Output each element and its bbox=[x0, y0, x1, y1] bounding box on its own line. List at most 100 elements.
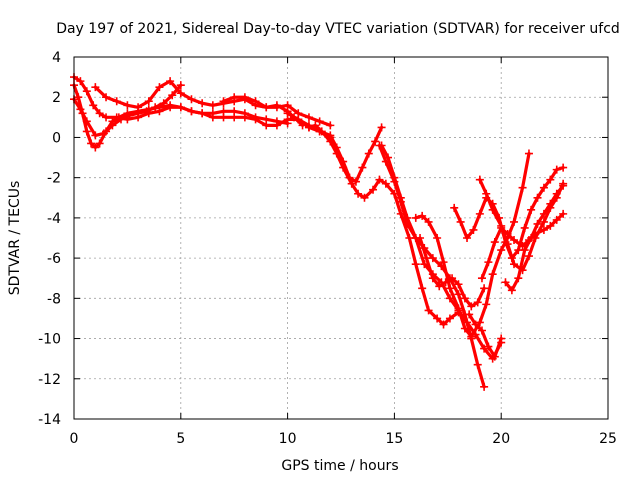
data-point-marker bbox=[539, 225, 548, 234]
data-point-marker bbox=[497, 334, 506, 343]
data-point-marker bbox=[377, 123, 386, 132]
data-point-marker bbox=[381, 179, 390, 188]
data-point-marker bbox=[510, 236, 519, 245]
data-point-marker bbox=[354, 189, 363, 198]
data-point-marker bbox=[89, 101, 98, 110]
data-point-marker bbox=[514, 274, 523, 283]
data-point-marker bbox=[272, 117, 281, 126]
data-point-marker bbox=[219, 97, 228, 106]
data-point-marker bbox=[480, 284, 489, 293]
data-point-marker bbox=[524, 252, 533, 261]
data-series-group bbox=[70, 73, 568, 391]
data-point-marker bbox=[490, 352, 499, 361]
data-point-marker bbox=[475, 175, 484, 184]
data-point-marker bbox=[448, 274, 457, 283]
data-point-marker bbox=[490, 238, 499, 247]
data-point-marker bbox=[283, 119, 292, 128]
x-tick-label: 25 bbox=[599, 431, 617, 447]
data-point-marker bbox=[347, 179, 356, 188]
data-point-marker bbox=[484, 258, 493, 267]
data-point-marker bbox=[251, 97, 260, 106]
data-point-marker bbox=[473, 298, 482, 307]
y-tick-label: 0 bbox=[52, 130, 61, 146]
data-point-marker bbox=[315, 117, 324, 126]
data-point-marker bbox=[142, 107, 151, 116]
data-point-marker bbox=[176, 103, 185, 112]
data-point-marker bbox=[304, 123, 313, 132]
data-point-marker bbox=[240, 109, 249, 118]
data-point-marker bbox=[230, 107, 239, 116]
data-point-marker bbox=[187, 95, 196, 104]
plot-frame bbox=[73, 56, 609, 420]
data-point-marker bbox=[208, 101, 217, 110]
data-point-marker bbox=[251, 113, 260, 122]
series-5 bbox=[219, 93, 335, 130]
data-point-marker bbox=[230, 93, 239, 102]
data-point-marker bbox=[439, 258, 448, 267]
data-point-marker bbox=[503, 240, 512, 249]
data-point-marker bbox=[187, 107, 196, 116]
data-point-marker bbox=[422, 254, 431, 263]
data-point-marker bbox=[433, 234, 442, 242]
x-axis-label: GPS time / hours bbox=[281, 458, 398, 474]
series-line bbox=[307, 123, 461, 327]
data-point-marker bbox=[396, 197, 405, 206]
data-point-marker bbox=[439, 320, 448, 329]
data-point-marker bbox=[559, 209, 568, 218]
data-point-marker bbox=[460, 324, 469, 333]
data-point-marker bbox=[82, 127, 91, 136]
data-point-marker bbox=[533, 193, 542, 202]
data-point-marker bbox=[364, 149, 373, 158]
data-point-marker bbox=[467, 332, 476, 341]
data-point-marker bbox=[283, 101, 292, 110]
data-point-marker bbox=[552, 215, 561, 224]
data-point-marker bbox=[488, 270, 497, 279]
data-point-marker bbox=[134, 109, 143, 118]
data-point-marker bbox=[99, 129, 108, 138]
data-point-marker bbox=[375, 175, 384, 184]
x-tick-label: 15 bbox=[385, 431, 403, 447]
data-point-marker bbox=[240, 93, 249, 102]
series-11 bbox=[416, 234, 489, 311]
data-point-marker bbox=[283, 109, 292, 118]
data-point-marker bbox=[332, 149, 341, 158]
data-point-marker bbox=[95, 109, 104, 118]
y-axis-label: SDTVAR / TECUs bbox=[7, 181, 23, 296]
data-point-marker bbox=[411, 213, 420, 222]
data-point-marker bbox=[482, 189, 491, 198]
data-point-marker bbox=[416, 234, 425, 242]
data-point-marker bbox=[471, 320, 480, 329]
data-point-marker bbox=[102, 93, 111, 102]
data-point-marker bbox=[441, 278, 450, 287]
data-point-marker bbox=[424, 306, 433, 315]
data-point-marker bbox=[501, 278, 510, 287]
data-point-marker bbox=[546, 221, 555, 230]
data-point-marker bbox=[74, 93, 83, 102]
data-point-marker bbox=[91, 83, 100, 92]
data-point-marker bbox=[488, 205, 497, 214]
data-point-marker bbox=[507, 286, 516, 295]
data-point-marker bbox=[123, 101, 132, 110]
data-point-marker bbox=[475, 318, 484, 327]
data-point-marker bbox=[503, 229, 512, 238]
data-point-marker bbox=[176, 89, 185, 98]
data-point-marker bbox=[198, 109, 207, 118]
data-point-marker bbox=[524, 149, 533, 158]
data-point-marker bbox=[91, 131, 100, 140]
data-point-marker bbox=[497, 246, 506, 255]
y-tick-label: -8 bbox=[47, 291, 61, 307]
y-tick-label: -4 bbox=[47, 211, 61, 227]
data-point-marker bbox=[317, 127, 326, 136]
data-point-marker bbox=[559, 163, 568, 172]
data-point-marker bbox=[454, 290, 463, 299]
data-point-marker bbox=[262, 103, 271, 112]
data-point-marker bbox=[433, 314, 442, 323]
data-point-marker bbox=[76, 105, 85, 114]
data-point-marker bbox=[219, 107, 228, 116]
data-point-marker bbox=[358, 163, 367, 172]
data-point-marker bbox=[428, 274, 437, 283]
data-point-marker bbox=[424, 217, 433, 226]
data-point-marker bbox=[454, 304, 463, 313]
data-point-marker bbox=[151, 103, 160, 112]
